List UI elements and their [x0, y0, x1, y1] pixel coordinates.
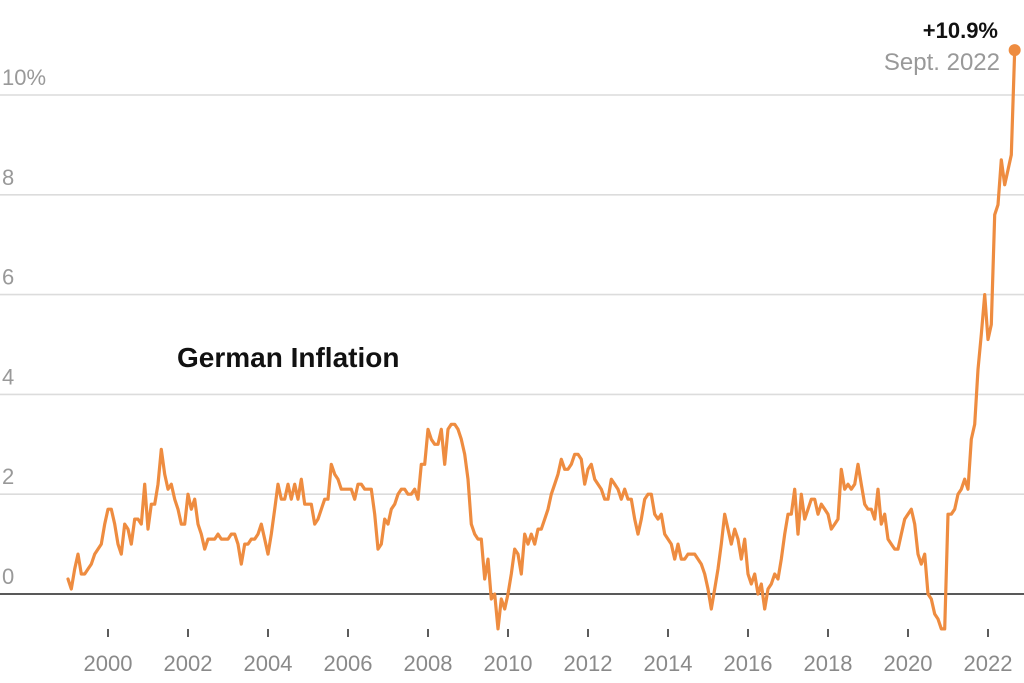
y-axis-labels: 0 2 4 6 8 10%: [2, 65, 46, 589]
y-tick-label: 10%: [2, 65, 46, 90]
annotation-value: +10.9%: [923, 18, 998, 43]
y-tick-label: 6: [2, 265, 14, 290]
x-tick-label: 2018: [804, 651, 853, 676]
y-tick-label: 0: [2, 564, 14, 589]
latest-point-marker: [1008, 44, 1021, 57]
annotation-date: Sept. 2022: [884, 49, 1000, 76]
x-tick-label: 2002: [164, 651, 213, 676]
x-tick-label: 2016: [724, 651, 773, 676]
x-axis: 2000 2002 2004 2006 2008 2010 2012 2014 2016 2018…: [0, 593, 1024, 676]
series-layer: [66, 44, 1021, 631]
x-tick-label: 2012: [564, 651, 613, 676]
x-tick-label: 2022: [964, 651, 1013, 676]
chart-title: German Inflation: [177, 342, 399, 373]
y-tick-label: 2: [2, 464, 14, 489]
x-tick-label: 2006: [324, 651, 373, 676]
x-tick-label: 2004: [244, 651, 293, 676]
x-tick-label: 2000: [84, 651, 133, 676]
gridlines: [0, 94, 1024, 496]
y-tick-label: 8: [2, 165, 14, 190]
x-tick-label: 2008: [404, 651, 453, 676]
x-tick-label: 2014: [644, 651, 693, 676]
y-tick-label: 4: [2, 364, 14, 389]
inflation-series-line: [66, 48, 1017, 631]
x-tick-label: 2010: [484, 651, 533, 676]
x-tick-label: 2020: [884, 651, 933, 676]
